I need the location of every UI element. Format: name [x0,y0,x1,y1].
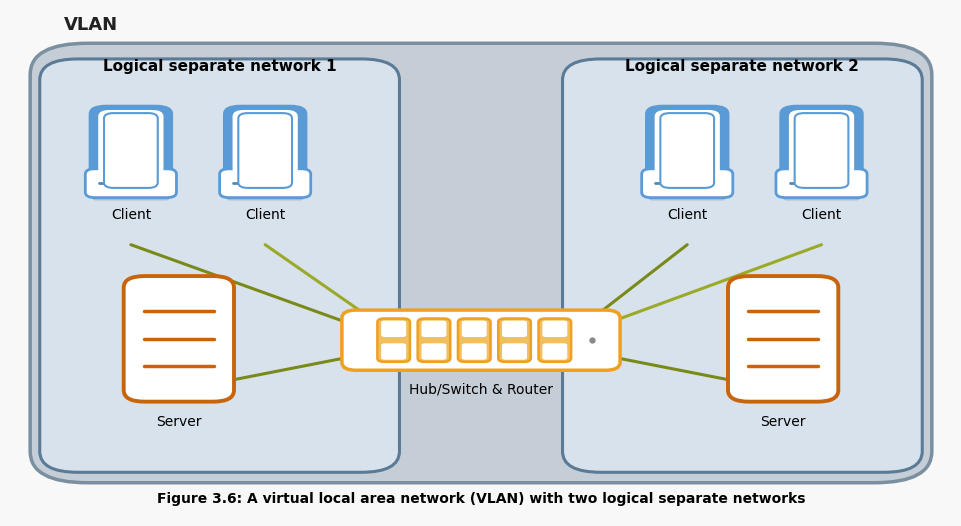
FancyBboxPatch shape [794,113,848,188]
FancyBboxPatch shape [776,169,866,198]
FancyBboxPatch shape [659,113,713,188]
Text: Hub/Switch & Router: Hub/Switch & Router [408,382,553,397]
FancyBboxPatch shape [461,343,486,360]
FancyBboxPatch shape [381,321,406,337]
Text: Client: Client [245,208,285,222]
FancyBboxPatch shape [219,169,310,198]
FancyBboxPatch shape [381,343,406,360]
Text: Logical separate network 2: Logical separate network 2 [625,59,858,74]
FancyBboxPatch shape [417,319,450,362]
FancyBboxPatch shape [542,321,567,337]
FancyBboxPatch shape [39,59,399,472]
FancyBboxPatch shape [502,343,527,360]
FancyBboxPatch shape [641,169,732,198]
FancyBboxPatch shape [421,343,446,360]
Text: VLAN: VLAN [63,16,118,34]
FancyBboxPatch shape [461,321,486,337]
FancyBboxPatch shape [502,321,527,337]
FancyBboxPatch shape [498,319,530,362]
FancyBboxPatch shape [782,193,859,200]
FancyBboxPatch shape [30,43,931,483]
FancyBboxPatch shape [542,343,567,360]
Text: Client: Client [111,208,151,222]
FancyBboxPatch shape [104,113,158,188]
FancyBboxPatch shape [238,113,292,188]
FancyBboxPatch shape [421,321,446,337]
FancyBboxPatch shape [653,110,719,191]
FancyBboxPatch shape [778,105,863,196]
FancyBboxPatch shape [562,59,922,472]
Text: Logical separate network 1: Logical separate network 1 [103,59,336,74]
FancyBboxPatch shape [648,193,725,200]
FancyBboxPatch shape [341,310,620,370]
FancyBboxPatch shape [788,110,853,191]
FancyBboxPatch shape [92,193,169,200]
Text: Server: Server [156,414,202,429]
FancyBboxPatch shape [86,169,176,198]
FancyBboxPatch shape [227,193,304,200]
FancyBboxPatch shape [98,110,163,191]
FancyBboxPatch shape [727,276,837,402]
FancyBboxPatch shape [457,319,490,362]
FancyBboxPatch shape [233,110,298,191]
Text: Client: Client [666,208,706,222]
FancyBboxPatch shape [377,319,409,362]
Text: Server: Server [759,414,805,429]
FancyBboxPatch shape [645,105,728,196]
FancyBboxPatch shape [124,276,234,402]
Text: Client: Client [801,208,841,222]
FancyBboxPatch shape [538,319,571,362]
Text: Figure 3.6: A virtual local area network (VLAN) with two logical separate networ: Figure 3.6: A virtual local area network… [157,492,804,507]
FancyBboxPatch shape [223,105,308,196]
FancyBboxPatch shape [88,105,173,196]
